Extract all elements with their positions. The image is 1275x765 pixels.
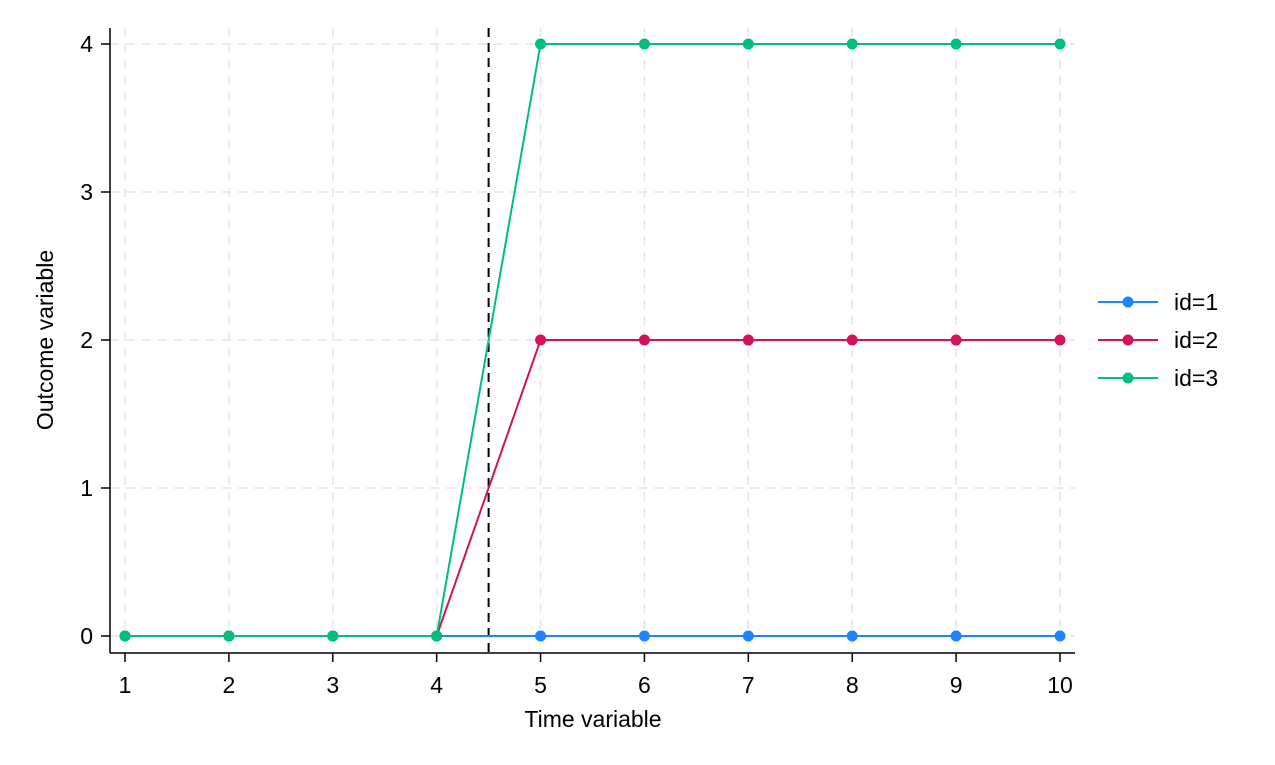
data-point — [846, 334, 858, 346]
y-tick-label: 4 — [80, 31, 93, 57]
data-point — [950, 38, 962, 50]
data-point — [742, 38, 754, 50]
y-axis-title: Outcome variable — [32, 250, 58, 430]
y-tick-label: 2 — [80, 327, 93, 353]
x-tick-label: 1 — [119, 672, 132, 698]
legend: id=1 id=2 id=3 — [1098, 289, 1218, 391]
legend-label: id=3 — [1174, 365, 1218, 391]
x-tick-label: 9 — [950, 672, 963, 698]
legend-label: id=2 — [1174, 327, 1218, 353]
data-point — [638, 38, 650, 50]
x-tick-label: 10 — [1047, 672, 1073, 698]
legend-swatch-marker — [1122, 334, 1134, 346]
y-tick-label: 1 — [80, 475, 93, 501]
data-point — [223, 630, 235, 642]
y-tick-label: 3 — [80, 179, 93, 205]
x-tick-label: 7 — [742, 672, 755, 698]
series-group — [119, 38, 1066, 642]
data-point — [950, 630, 962, 642]
legend-swatch-marker — [1122, 296, 1134, 308]
legend-swatch-marker — [1122, 372, 1134, 384]
data-point — [535, 630, 547, 642]
data-point — [535, 334, 547, 346]
data-point — [846, 630, 858, 642]
data-point — [742, 334, 754, 346]
data-point — [327, 630, 339, 642]
data-point — [535, 38, 547, 50]
y-tick-label: 0 — [80, 623, 93, 649]
x-axis-title: Time variable — [524, 706, 661, 732]
series-line — [125, 43, 1060, 637]
data-point — [638, 334, 650, 346]
data-point — [431, 630, 443, 642]
data-point — [1054, 334, 1066, 346]
data-point — [950, 334, 962, 346]
data-point — [742, 630, 754, 642]
x-tick-label: 2 — [222, 672, 235, 698]
data-point — [119, 630, 131, 642]
x-tick-label: 8 — [846, 672, 859, 698]
data-point — [846, 38, 858, 50]
data-point — [638, 630, 650, 642]
data-point — [1054, 630, 1066, 642]
x-tick-label: 5 — [534, 672, 547, 698]
data-point — [1054, 38, 1066, 50]
legend-label: id=1 — [1174, 289, 1218, 315]
x-tick-label: 6 — [638, 672, 651, 698]
x-tick-label: 4 — [430, 672, 443, 698]
x-tick-label: 3 — [326, 672, 339, 698]
